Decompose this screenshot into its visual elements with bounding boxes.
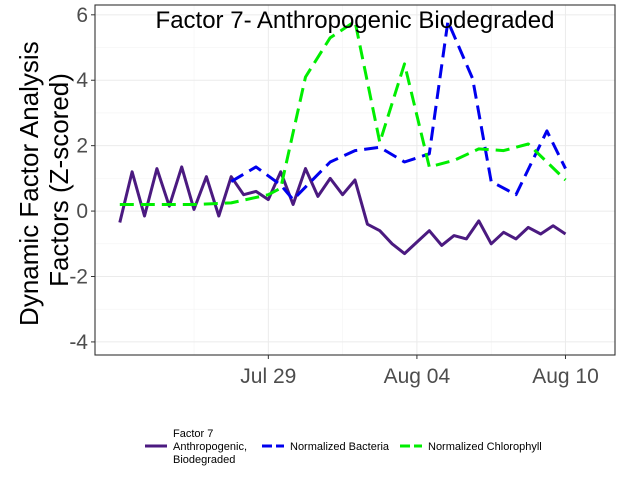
- grid-major: [95, 5, 615, 355]
- y-tick-label: 0: [76, 200, 88, 223]
- y-tick-label: 6: [76, 4, 88, 27]
- legend-label-line: Normalized Chlorophyll: [428, 441, 542, 453]
- series-layer: [118, 19, 567, 256]
- chart-title: Factor 7- Anthropogenic Biodegraded: [156, 7, 555, 34]
- legend-label-line: Factor 7: [173, 428, 213, 440]
- legend-label-line: Anthropogenic,: [173, 441, 247, 453]
- legend-label-line: Biodegraded: [173, 454, 235, 466]
- y-axis-label-line-2: Factors (Z-scored): [44, 73, 74, 287]
- x-tick-label: Aug 10: [532, 365, 599, 388]
- x-tick-label: Jul 29: [240, 365, 296, 388]
- y-axis-label-line-1: Dynamic Factor Analysis: [14, 41, 44, 326]
- x-axis: Jul 29 Aug 04 Aug 10: [240, 355, 599, 388]
- y-tick-label: 2: [76, 135, 88, 158]
- y-tick-label: 4: [76, 69, 88, 92]
- grid-minor: [95, 5, 615, 355]
- series-line-normalized-bacteria: [230, 19, 567, 202]
- legend-label-line: Normalized Bacteria: [290, 441, 390, 453]
- y-tick-label: -4: [69, 331, 88, 354]
- plot-panel-border: [94, 4, 616, 356]
- x-tick-label: Aug 04: [384, 365, 451, 388]
- legend: Factor 7 Anthropogenic, Biodegraded Normali…: [145, 428, 542, 466]
- legend-label-normalized-chlorophyll: Normalized Chlorophyll: [428, 441, 542, 453]
- legend-label-normalized-bacteria: Normalized Bacteria: [290, 441, 390, 453]
- y-axis-label: Dynamic Factor Analysis Factors (Z-score…: [14, 34, 74, 326]
- series-line-factor-7-anthropogenic-biodegraded: [118, 165, 567, 256]
- y-tick-label: -2: [69, 265, 88, 288]
- legend-label-factor-7-anthropogenic-biodegraded: Factor 7 Anthropogenic, Biodegraded: [173, 428, 247, 466]
- series-line-normalized-chlorophyll: [119, 19, 567, 206]
- y-axis: -4 -2 0 2 4 6: [69, 4, 95, 354]
